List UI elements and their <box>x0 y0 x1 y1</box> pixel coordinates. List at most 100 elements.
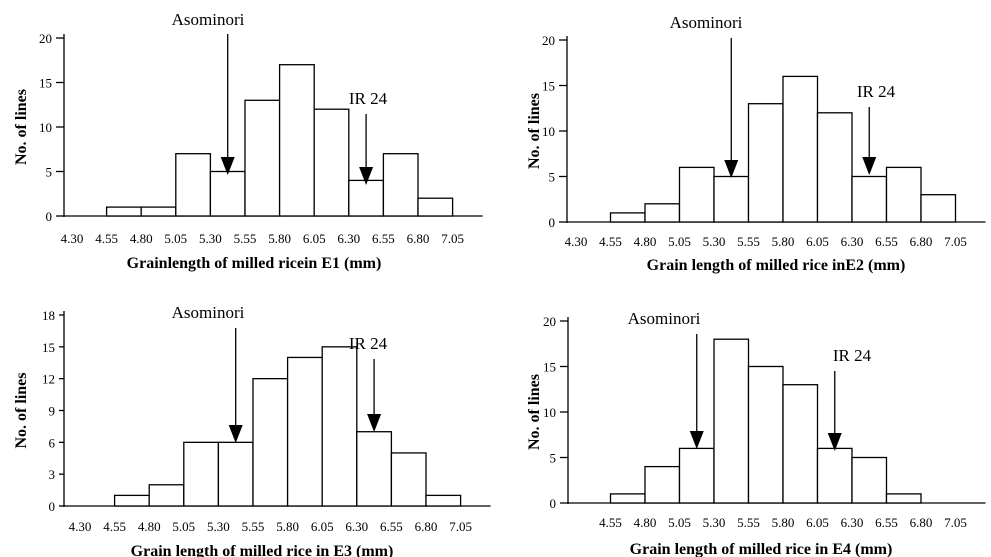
y-tick-label: 0 <box>49 499 56 514</box>
y-tick-label: 0 <box>550 496 557 511</box>
y-tick-label: 12 <box>42 372 55 387</box>
histogram-bar <box>885 493 922 504</box>
x-tick-label: 5.55 <box>234 231 257 246</box>
y-tick-label: 3 <box>49 467 56 482</box>
annotation-label: Asominori <box>670 13 743 32</box>
x-tick-label: 5.30 <box>703 515 726 530</box>
annotation-label: Asominori <box>172 303 245 322</box>
x-axis-title: Grain length of milled rice in E4 (mm) <box>630 541 893 557</box>
histogram-panel-2: 0 5 10 15 20 4.30 4.55 4.80 5.05 5.30 5.55 5.80 6.05… <box>526 13 986 274</box>
x-axis-title: Grain length of milled rice in E3 (mm) <box>131 543 394 557</box>
histogram-bar <box>644 203 681 223</box>
x-tick-label: 6.05 <box>806 515 829 530</box>
x-tick-label: 5.80 <box>772 515 795 530</box>
x-tick-label: 5.05 <box>172 519 195 534</box>
histogram-bar <box>105 206 142 217</box>
y-axis-title: No. of lines <box>13 373 30 449</box>
x-tick-label: 5.80 <box>268 231 291 246</box>
y-tick-label: 5 <box>549 170 556 185</box>
x-axis-title: Grainlength of milled ricein E1 (mm) <box>127 255 382 272</box>
x-tick-label: 5.55 <box>737 234 760 249</box>
annotation-arrowhead <box>862 157 877 175</box>
y-tick-label: 15 <box>39 76 52 91</box>
histogram-bar <box>217 441 254 507</box>
y-tick-label: 5 <box>46 165 53 180</box>
x-tick-label: 4.55 <box>599 515 622 530</box>
annotation-arrowhead <box>724 160 739 178</box>
histogram-bar <box>713 338 750 504</box>
x-tick-label: 5.30 <box>207 519 230 534</box>
x-tick-label: 6.80 <box>415 519 438 534</box>
y-tick-label: 20 <box>39 31 52 46</box>
x-tick-label: 4.80 <box>130 231 153 246</box>
histogram-panel-4: 0 5 10 15 20 4.55 4.80 5.05 5.30 5.55 5.80 6.05 6.30… <box>526 309 986 557</box>
y-tick-label: 10 <box>542 124 555 139</box>
y-tick-label: 10 <box>543 405 556 420</box>
x-tick-label: 5.80 <box>276 519 299 534</box>
histogram-bar <box>313 108 350 217</box>
x-tick-label: 7.05 <box>449 519 472 534</box>
histogram-bar <box>356 431 393 507</box>
annotation-arrowhead <box>359 167 374 185</box>
x-tick-label: 6.55 <box>380 519 403 534</box>
x-tick-label: 6.55 <box>875 234 898 249</box>
x-tick-label: 4.55 <box>599 234 622 249</box>
histogram-panel-1: 0 5 10 15 20 4.30 4.55 4.80 5.05 5.30 5.55 5.80 6.05… <box>13 10 483 272</box>
x-tick-label: 5.30 <box>703 234 726 249</box>
x-tick-label: 6.80 <box>910 515 933 530</box>
histogram-panel-3: 0 3 6 9 12 15 18 4.30 4.55 4.80 5.05 5.30 5.55 5.80 6.… <box>13 303 491 557</box>
x-tick-label: 5.80 <box>772 234 795 249</box>
x-tick-label: 7.05 <box>944 234 967 249</box>
histogram-bar <box>252 378 289 507</box>
histogram-bar <box>148 484 185 507</box>
y-tick-label: 0 <box>549 215 556 230</box>
y-tick-label: 15 <box>542 79 555 94</box>
annotation-arrowhead <box>228 425 243 443</box>
annotation-arrowhead <box>220 157 235 175</box>
x-tick-label: 6.80 <box>910 234 933 249</box>
x-tick-label: 6.05 <box>311 519 334 534</box>
annotation-label: IR 24 <box>857 82 896 101</box>
histogram-bar <box>113 494 150 507</box>
histogram-bar <box>278 64 315 217</box>
histogram-bar <box>382 153 419 217</box>
y-tick-label: 5 <box>550 451 557 466</box>
y-tick-label: 9 <box>49 404 56 419</box>
x-tick-label: 7.05 <box>944 515 967 530</box>
histogram-bar <box>678 166 715 223</box>
annotation-arrowhead <box>689 431 704 449</box>
x-axis-title: Grain length of milled rice inE2 (mm) <box>647 257 906 274</box>
x-tick-label: 4.80 <box>634 234 657 249</box>
annotation-label: IR 24 <box>349 334 388 353</box>
x-tick-label: 4.80 <box>634 515 657 530</box>
x-tick-label: 4.55 <box>103 519 126 534</box>
annotation-arrowhead <box>827 433 842 451</box>
x-tick-label: 6.80 <box>407 231 430 246</box>
histogram-bar <box>417 197 454 217</box>
x-tick-label: 6.30 <box>345 519 368 534</box>
histogram-bar <box>816 447 853 504</box>
histogram-bar <box>851 456 888 504</box>
x-tick-label: 6.30 <box>841 515 864 530</box>
y-axis-title: No. of lines <box>526 374 543 450</box>
x-tick-label: 5.30 <box>199 231 222 246</box>
annotation-label: IR 24 <box>833 346 872 365</box>
histogram-bar <box>425 494 462 507</box>
histogram-bar <box>321 346 358 507</box>
histogram-bar <box>609 493 646 504</box>
x-tick-label: 4.30 <box>565 234 588 249</box>
x-tick-label: 4.30 <box>69 519 92 534</box>
annotation-label: Asominori <box>628 309 701 328</box>
x-tick-label: 6.30 <box>337 231 360 246</box>
histogram-bar <box>713 175 750 223</box>
histogram-bar <box>244 99 281 217</box>
x-tick-label: 4.55 <box>95 231 118 246</box>
histogram-bar <box>851 175 888 223</box>
y-tick-label: 10 <box>39 120 52 135</box>
histogram-bar <box>644 465 681 504</box>
histogram-bar <box>885 166 922 223</box>
y-tick-label: 6 <box>49 435 56 450</box>
annotation-label: IR 24 <box>349 89 388 108</box>
histogram-bar <box>747 365 784 504</box>
